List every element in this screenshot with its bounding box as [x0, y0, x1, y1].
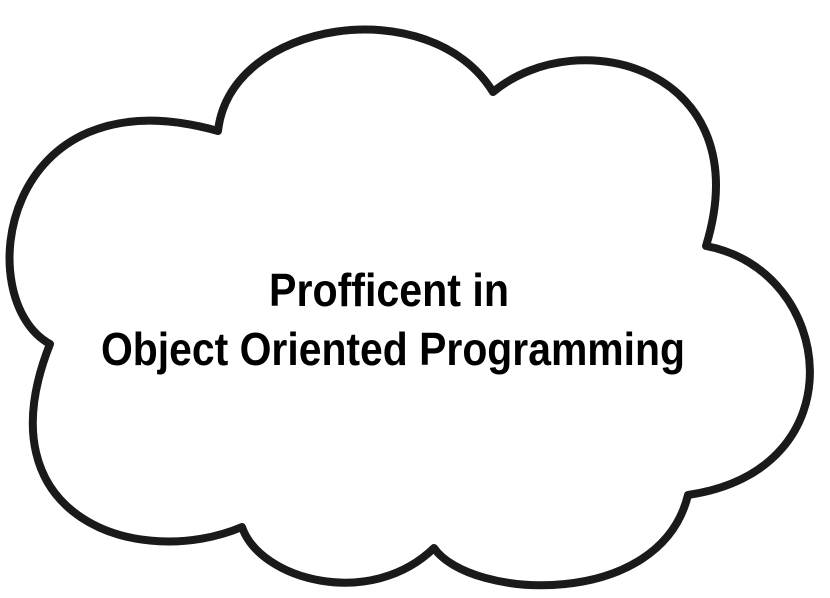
cloud-text-line-1: Profficent in [269, 264, 509, 316]
cloud-text-line-2: Object Oriented Programming [101, 323, 685, 375]
cloud-outline [5, 25, 814, 590]
